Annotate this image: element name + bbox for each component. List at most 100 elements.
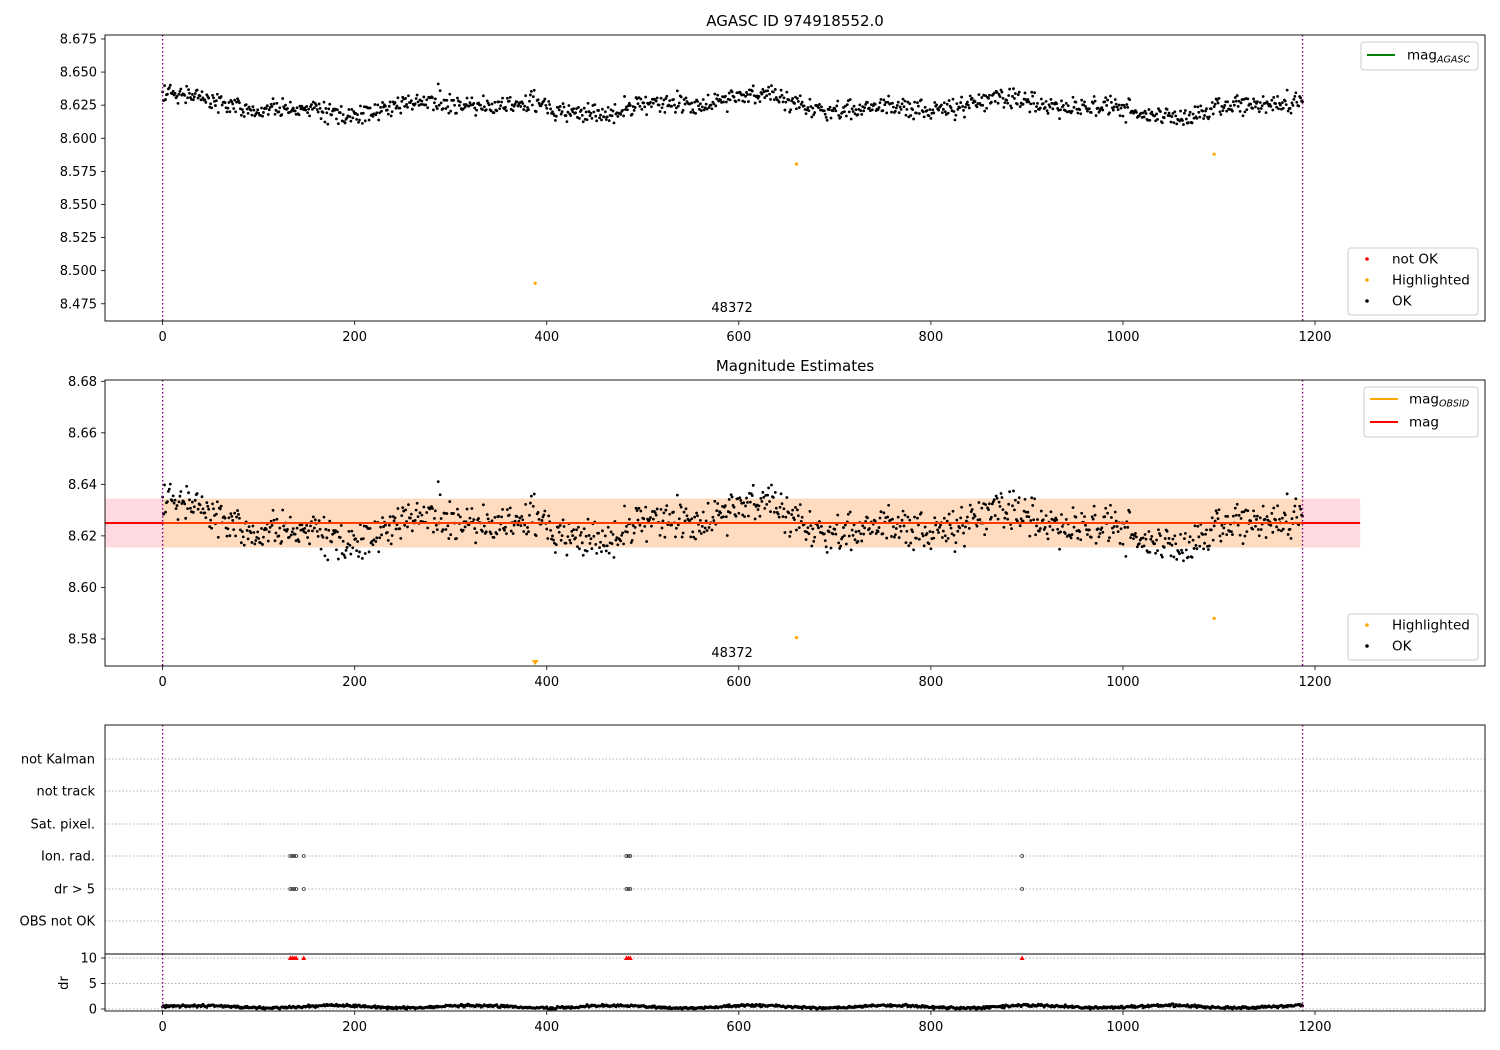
ok-point [1043,526,1047,529]
flag-row-label: not track [36,785,95,800]
ok-point [1006,517,1010,521]
ok-point [187,88,190,92]
ok-point [1167,536,1171,540]
ok-point [505,532,508,536]
ok-point [1110,100,1113,104]
ok-point [569,541,573,545]
ok-point [271,508,275,512]
ok-point [1293,95,1297,98]
ok-point [198,503,202,507]
ok-point [719,98,722,102]
ok-point [394,106,398,110]
ok-point [420,513,424,517]
ok-point [598,116,601,120]
ok-point [748,93,752,96]
ok-point [1191,112,1195,116]
ok-point [245,107,249,111]
ok-point [1155,112,1158,116]
ok-point [1110,526,1114,530]
ok-point [1260,104,1264,108]
ok-point [1156,549,1159,553]
x-tick-label: 400 [534,330,559,345]
ok-point [820,525,823,528]
x-tick-label: 0 [158,675,166,690]
ok-point [335,117,338,121]
ok-point [684,507,688,511]
ok-point [1222,106,1226,110]
ok-point [463,105,467,109]
ok-point [878,516,882,520]
ok-point [937,108,940,112]
ok-point [173,92,177,95]
ok-point [864,103,867,106]
ok-point [724,515,728,519]
ok-point [1197,535,1201,539]
ok-point [1111,531,1115,534]
ok-point [595,551,599,555]
ok-point [863,106,867,110]
ok-point [297,113,301,117]
ok-point [780,502,784,506]
ok-point [577,525,580,529]
ok-point [1048,525,1052,528]
ok-point [1038,527,1042,530]
ok-point [783,108,787,112]
ok-point [544,103,548,107]
ok-point [1209,528,1213,532]
ok-point [587,110,591,113]
ok-point [836,99,840,103]
ok-point [622,542,625,546]
ok-point [252,531,256,534]
ok-point [280,113,284,117]
flag-point [288,854,293,858]
ok-point [734,514,738,518]
ok-point [565,553,569,557]
ok-point [898,105,902,109]
ok-point [810,115,814,119]
ok-point [877,526,881,529]
ok-point [484,108,488,112]
ok-point [942,516,946,520]
ok-point [712,519,716,522]
ok-point [1299,96,1303,100]
ok-point [511,109,515,112]
ok-point [776,512,780,516]
ok-point [975,524,979,528]
ok-point [271,97,275,101]
dr-tick-label: 0 [89,1003,97,1018]
ok-point [1272,506,1276,510]
ok-point [328,519,332,523]
ok-point [931,530,935,534]
highlighted-point [1212,616,1216,620]
flag-point [624,887,629,891]
ok-point [1089,535,1093,539]
ok-point [1027,100,1031,104]
ok-point [922,115,926,119]
ok-point [844,542,848,546]
ok-point [1007,502,1011,506]
ok-point [645,540,649,543]
ok-point [309,524,312,528]
ok-point [351,546,355,550]
ok-point [850,107,854,111]
ok-point [1261,504,1265,508]
ok-point [1190,555,1194,559]
ok-point [204,516,208,520]
ok-point [401,506,405,510]
ok-point [1084,523,1087,527]
ok-point [273,539,277,543]
ok-point [439,101,443,105]
ok-point [512,104,516,108]
ok-point [1134,535,1138,539]
ok-point [611,532,615,536]
ok-point [452,98,456,102]
ok-point [413,102,417,106]
ok-point [682,510,686,514]
ok-point [166,500,169,504]
ok-point [633,526,637,529]
ok-point [674,110,677,114]
ok-point [1148,118,1152,122]
ok-point [945,519,949,523]
ok-point [1115,105,1119,109]
ok-point [1226,515,1230,518]
